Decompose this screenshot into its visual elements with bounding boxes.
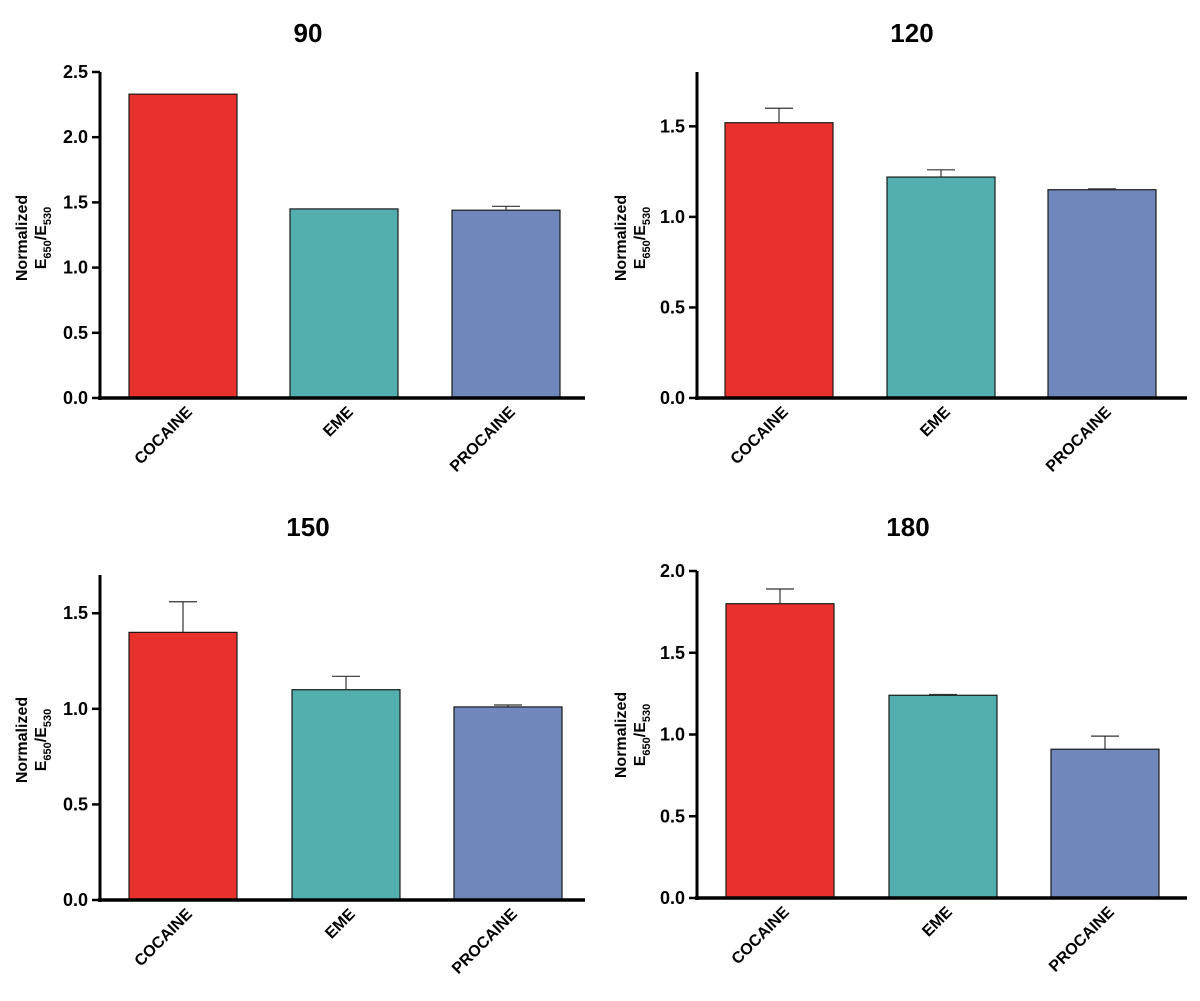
y-axis-label-sub1: 650 xyxy=(641,240,653,258)
category-label-procaine: PROCAINE xyxy=(1046,904,1118,976)
y-tick-label: 1.5 xyxy=(63,603,88,623)
category-label-cocaine: COCAINE xyxy=(132,906,196,970)
bar-eme xyxy=(291,689,401,901)
category-label-cocaine: COCAINE xyxy=(729,904,793,968)
y-axis-label-line2: E650/E530 xyxy=(632,704,653,767)
y-tick-label: 1.0 xyxy=(660,725,685,745)
y-tick-label: 2.0 xyxy=(660,561,685,581)
y-axis-label-line2: E650/E530 xyxy=(632,207,653,270)
chart-panel-150: 150 COCAINE EME PROCAINE 0.0 0.5 1.0 1.5 Normali… xyxy=(14,512,585,978)
bar-procaine xyxy=(1050,748,1160,899)
y-axis-label-sep: /E xyxy=(33,727,50,742)
y-axis-label-line1: Normalized xyxy=(14,697,31,783)
y-tick-label: 0.0 xyxy=(660,888,685,908)
bar-cocaine xyxy=(725,603,835,899)
y-axis-label-sub1: 650 xyxy=(42,240,54,258)
category-label-procaine: PROCAINE xyxy=(447,404,519,476)
category-label-eme: EME xyxy=(919,904,956,941)
category-label-eme: EME xyxy=(320,404,357,441)
category-label-cocaine: COCAINE xyxy=(132,404,196,468)
y-axis-label-sub2: 530 xyxy=(42,709,54,727)
chart-panel-180: 180 COCAINE EME PROCAINE 0.0 0.5 1.0 1.5 2.0 Norm… xyxy=(613,512,1187,976)
category-label-cocaine: COCAINE xyxy=(728,404,792,468)
y-axis-label-sub2: 530 xyxy=(42,207,54,225)
y-tick-label: 0.0 xyxy=(63,890,88,910)
y-axis-label-e: E xyxy=(33,258,50,269)
y-axis-label-sep: /E xyxy=(632,722,649,737)
y-tick-label: 1.5 xyxy=(660,116,685,136)
bar-procaine xyxy=(453,706,563,901)
y-tick-label: 0.5 xyxy=(63,323,88,343)
y-tick-label: 0.5 xyxy=(63,794,88,814)
y-tick-label: 0.5 xyxy=(660,806,685,826)
y-axis-label: Normalized E650/E530 xyxy=(14,697,54,783)
y-tick-label: 0.0 xyxy=(63,388,88,408)
bar-procaine xyxy=(1047,189,1157,399)
y-axis-label-sub2: 530 xyxy=(641,704,653,722)
y-axis-label-sub1: 650 xyxy=(42,742,54,760)
y-tick-label: 0.0 xyxy=(660,388,685,408)
y-tick-label: 2.5 xyxy=(63,62,88,82)
y-axis-label-line1: Normalized xyxy=(613,195,630,281)
y-axis-label-sep: /E xyxy=(632,225,649,240)
bar-procaine xyxy=(451,209,561,399)
y-axis-label-e: E xyxy=(632,755,649,766)
category-label-procaine: PROCAINE xyxy=(449,906,521,978)
chart-title: 120 xyxy=(890,18,933,48)
bar-cocaine xyxy=(128,631,238,901)
chart-title: 90 xyxy=(294,18,323,48)
bar-cocaine xyxy=(724,122,834,399)
y-axis-label: Normalized E650/E530 xyxy=(613,692,653,778)
chart-title: 150 xyxy=(286,512,329,542)
bar-cocaine xyxy=(128,93,238,399)
chart-panel-120: 120 COCAINE EME PROCAINE 0.0 0.5 1.0 1.5 Normali… xyxy=(613,18,1187,476)
y-axis-label-line2: E650/E530 xyxy=(33,207,54,270)
y-axis-label-line1: Normalized xyxy=(613,692,630,778)
category-label-eme: EME xyxy=(322,906,359,943)
y-axis-label: Normalized E650/E530 xyxy=(613,195,653,281)
y-tick-label: 1.0 xyxy=(660,207,685,227)
y-tick-label: 1.5 xyxy=(660,643,685,663)
y-axis-label-sep: /E xyxy=(33,225,50,240)
bar-eme xyxy=(289,208,399,399)
y-axis-label-e: E xyxy=(33,760,50,771)
y-tick-label: 2.0 xyxy=(63,127,88,147)
chart-panel-90: 90 COCAINE EME PROCAINE 0.0 0.5 1.0 1.5 2.0 2.5 No… xyxy=(14,18,585,476)
y-tick-label: 0.5 xyxy=(660,297,685,317)
y-axis-label: Normalized E650/E530 xyxy=(14,195,54,281)
chart-title: 180 xyxy=(886,512,929,542)
y-axis-label-line1: Normalized xyxy=(14,195,31,281)
y-tick-label: 1.0 xyxy=(63,258,88,278)
category-label-eme: EME xyxy=(917,404,954,441)
bar-eme xyxy=(888,694,998,899)
y-axis-label-e: E xyxy=(632,258,649,269)
y-tick-label: 1.5 xyxy=(63,192,88,212)
y-axis-label-sub2: 530 xyxy=(641,207,653,225)
category-label-procaine: PROCAINE xyxy=(1043,404,1115,476)
bar-eme xyxy=(886,176,996,399)
y-axis-label-line2: E650/E530 xyxy=(33,709,54,772)
y-tick-label: 1.0 xyxy=(63,699,88,719)
y-axis-label-sub1: 650 xyxy=(641,737,653,755)
